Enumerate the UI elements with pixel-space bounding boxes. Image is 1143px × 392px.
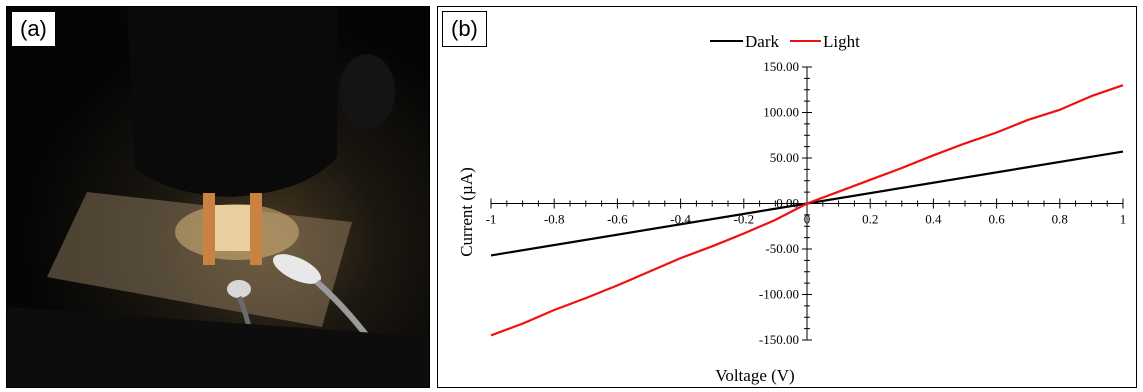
panel-a-label: (a) — [11, 11, 56, 47]
legend-label-light: Light — [823, 32, 860, 51]
electrode-right — [250, 193, 262, 265]
x-tick-label: 0.6 — [988, 212, 1005, 227]
x-tick-label: 0 — [804, 212, 811, 227]
electrode-left — [203, 193, 215, 265]
panel-b-chart: Dark Light -1 -0.8 -0.6 -0.4 -0.2 0 0.2 0.4 0.6 0… — [437, 6, 1137, 388]
x-tick-label: 1 — [1120, 212, 1127, 227]
legend-label-dark: Dark — [745, 32, 779, 51]
panel-a-photo: (a) — [6, 6, 430, 388]
iv-chart: Dark Light -1 -0.8 -0.6 -0.4 -0.2 0 0.2 0.4 0.6 0… — [457, 32, 1127, 385]
legend: Dark Light — [710, 32, 860, 51]
x-axis-label: Voltage (V) — [715, 366, 794, 385]
y-tick-label: 100.00 — [763, 105, 799, 120]
y-axis-label: Current (µA) — [457, 167, 476, 257]
x-tick-label: 0.8 — [1052, 212, 1068, 227]
alligator-clip-right — [272, 254, 322, 284]
y-tick-label: -50.00 — [765, 241, 799, 256]
microscope-objective — [127, 7, 337, 197]
y-tick-label: 50.00 — [770, 150, 799, 165]
x-tick-label: -0.8 — [544, 212, 565, 227]
x-tick-label: -1 — [486, 212, 497, 227]
stage-base — [7, 307, 429, 387]
alligator-clip-left — [227, 280, 251, 298]
y-tick-label: 150.00 — [763, 59, 799, 74]
series-line-light — [490, 84, 1124, 337]
x-tick-label: 0.4 — [925, 212, 942, 227]
panel-b-label: (b) — [442, 11, 487, 47]
device-photo — [7, 7, 429, 387]
x-tick-label: -0.6 — [607, 212, 628, 227]
y-tick-label: -150.00 — [759, 332, 799, 347]
lamp-housing — [339, 54, 395, 130]
y-tick-label: -100.00 — [759, 287, 799, 302]
series-group — [490, 84, 1124, 337]
x-tick-label: 0.2 — [862, 212, 878, 227]
